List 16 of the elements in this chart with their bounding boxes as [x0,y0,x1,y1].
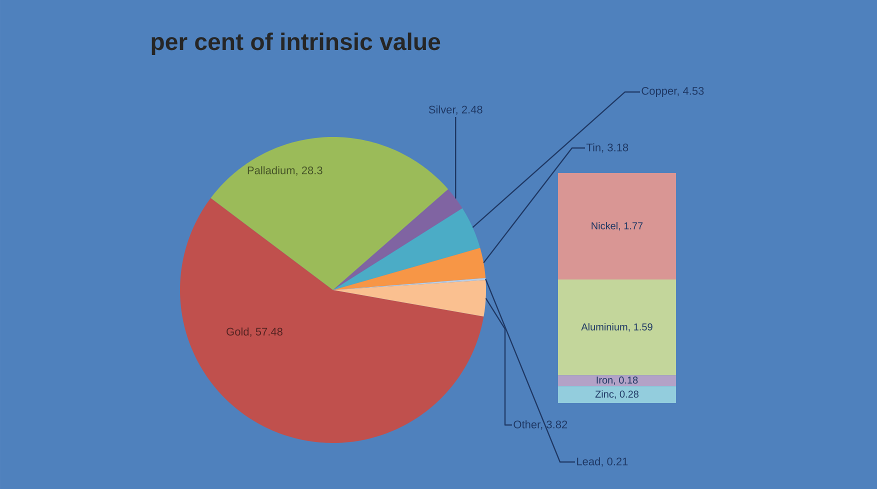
bar [558,172,676,280]
data-label: Zinc, 0.28 [595,390,639,399]
data-label: Gold, 57.48 [226,328,282,337]
data-label: Palladium, 28.3 [248,166,322,176]
data-label: Silver, 2.48 [428,105,482,115]
data-label: Lead, 0.21 [577,457,628,467]
data-label: Iron, 0.18 [596,376,638,385]
bar [558,280,676,376]
bar [558,375,676,386]
data-label: Copper, 4.53 [642,87,704,97]
bar [558,386,676,403]
data-label: Tin, 3.18 [586,143,628,153]
data-label: Nickel, 1.77 [592,222,643,231]
data-label: Aluminium, 1.59 [581,323,652,332]
chart-title: per cent of intrinsic value [152,32,440,55]
data-label: Other, 3.82 [514,420,568,430]
